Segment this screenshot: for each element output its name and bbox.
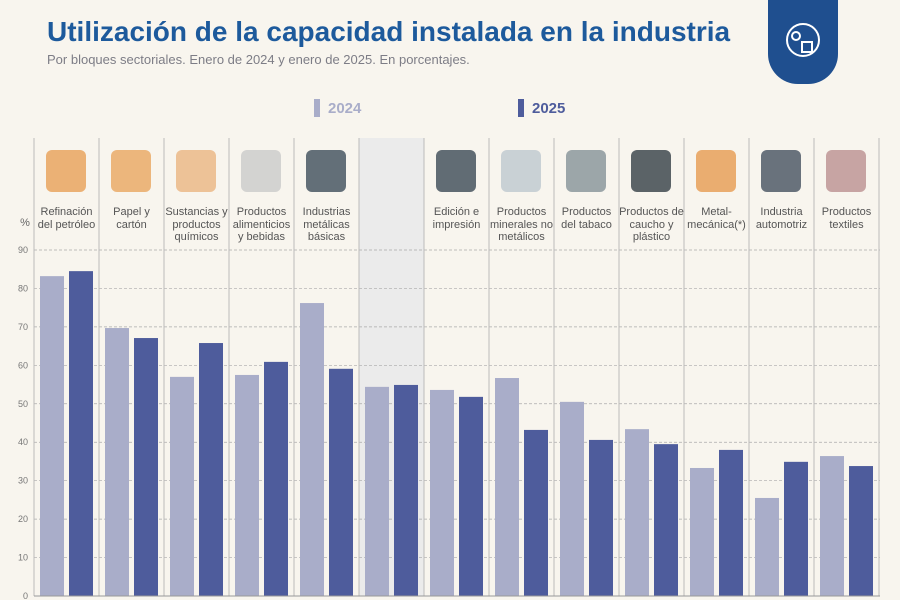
category-label: Industria automotriz	[755, 206, 808, 231]
bar-2025	[784, 461, 808, 596]
bar-2024	[430, 389, 454, 596]
bar-2025	[329, 368, 353, 596]
bar-2024	[690, 467, 714, 596]
bar-2025	[69, 271, 93, 596]
bar-2025	[199, 343, 223, 596]
bar-2025	[459, 396, 483, 596]
box-icon	[111, 150, 151, 192]
bar-2024	[625, 429, 649, 596]
gears-icon	[696, 150, 736, 192]
industry-logo-icon	[768, 0, 838, 84]
y-tick-label: 60	[18, 360, 28, 370]
category-label: Productos de caucho y plástico	[619, 206, 684, 243]
y-tick-label: 10	[18, 553, 28, 563]
legend-2024: 2024	[314, 99, 361, 117]
bar-2025	[394, 384, 418, 596]
bar-2024	[560, 401, 584, 596]
chart-title: Utilización de la capacidad instalada en…	[47, 16, 731, 47]
category-label: Refinación del petróleo	[37, 206, 96, 231]
refinery-icon	[46, 150, 86, 192]
bar-2025	[719, 449, 743, 596]
bar-2024	[40, 276, 64, 596]
y-tick-label: 20	[18, 514, 28, 524]
textile-icon	[826, 150, 866, 192]
y-tick-label: 30	[18, 476, 28, 486]
bar-2024	[300, 303, 324, 596]
bar-2024	[235, 374, 259, 596]
bar-2024	[495, 378, 519, 596]
flask-icon	[176, 150, 216, 192]
bar-2025	[134, 338, 158, 596]
bar-2025	[524, 429, 548, 596]
y-tick-label: 40	[18, 437, 28, 447]
car-icon	[761, 150, 801, 192]
printing-roll-icon	[436, 150, 476, 192]
category-label: Productos textiles	[821, 206, 872, 231]
y-axis-label: %	[20, 217, 30, 229]
bar-2025	[589, 439, 613, 596]
bar-2024	[820, 456, 844, 596]
bar-2024	[170, 376, 194, 596]
category-label: Productos minerales no metálicos	[490, 206, 553, 243]
category-label: Metal-mecánica(*)	[687, 206, 746, 231]
legend-2025: 2025	[518, 99, 565, 117]
category-label: Sustancias y productos químicos	[165, 206, 228, 243]
cement-mixer-icon	[501, 150, 541, 192]
category-label: Edición e impresión	[432, 206, 481, 231]
saw-icon	[306, 150, 346, 192]
y-tick-label: 90	[18, 245, 28, 255]
bar-2024	[365, 386, 389, 596]
bar-2024	[105, 328, 129, 596]
category-label: Papel y cartón	[113, 206, 150, 231]
bar-2025	[849, 466, 873, 596]
category-label: Productos del tabaco	[561, 206, 612, 231]
y-tick-label: 80	[18, 283, 28, 293]
category-label: Productos alimenticios y bebidas	[232, 206, 291, 243]
y-tick-label: 0	[23, 591, 28, 600]
bar-2025	[264, 361, 288, 596]
bar-2024	[755, 497, 779, 596]
bar-2025	[654, 444, 678, 596]
chart-subtitle: Por bloques sectoriales. Enero de 2024 y…	[47, 52, 470, 67]
tire-icon	[631, 150, 671, 192]
y-tick-label: 50	[18, 399, 28, 409]
pipe-icon	[566, 150, 606, 192]
category-label: Industrias metálicas básicas	[302, 206, 351, 243]
y-tick-label: 70	[18, 322, 28, 332]
bottle-bread-icon	[241, 150, 281, 192]
